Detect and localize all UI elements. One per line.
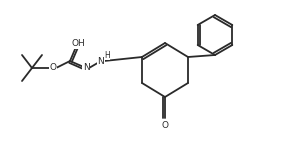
Text: OH: OH [71, 39, 85, 49]
Text: O: O [49, 63, 56, 72]
Text: O: O [162, 122, 169, 131]
Text: N: N [83, 63, 89, 72]
Text: H: H [104, 50, 110, 60]
Text: N: N [98, 57, 104, 66]
